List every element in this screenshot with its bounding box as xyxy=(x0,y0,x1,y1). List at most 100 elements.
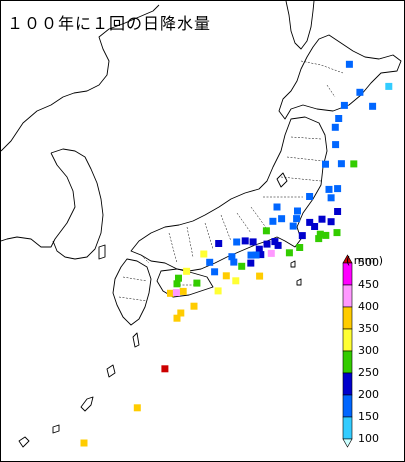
station-marker xyxy=(332,141,340,149)
station-marker xyxy=(172,289,180,297)
legend-tick-label: 350 xyxy=(358,322,379,335)
legend-color-cells xyxy=(342,262,353,440)
miyako-coast xyxy=(52,424,60,434)
map-title: １００年に１回の日降水量 xyxy=(7,14,212,33)
legend-cell xyxy=(342,284,353,308)
station-markers xyxy=(80,60,393,447)
station-marker xyxy=(190,302,198,310)
station-marker xyxy=(356,88,364,96)
station-marker xyxy=(274,241,282,249)
korea-coast xyxy=(50,148,104,260)
legend-tick-label: 300 xyxy=(358,344,379,357)
station-marker xyxy=(249,238,257,246)
station-marker xyxy=(173,314,181,322)
station-marker xyxy=(233,238,241,246)
station-marker xyxy=(278,215,286,223)
legend-tick-label: 100 xyxy=(358,432,379,445)
station-marker xyxy=(340,101,348,109)
station-marker xyxy=(333,229,341,237)
legend-cell xyxy=(342,328,353,352)
station-marker xyxy=(206,258,214,266)
tsushima-coast xyxy=(98,244,106,260)
legend-tick-label: 400 xyxy=(358,300,379,313)
continent-coast xyxy=(1,4,160,248)
legend-cell xyxy=(342,306,353,330)
station-marker xyxy=(161,365,169,373)
station-marker xyxy=(267,249,275,257)
station-marker xyxy=(306,218,314,226)
tanegashima-coast xyxy=(132,332,140,348)
legend-colorbar xyxy=(342,254,353,448)
station-marker xyxy=(269,217,277,225)
station-marker xyxy=(331,123,339,131)
station-marker xyxy=(316,230,324,238)
station-marker xyxy=(311,223,319,230)
station-marker xyxy=(271,238,279,246)
prefecture-boundaries xyxy=(118,60,344,302)
station-marker xyxy=(215,240,223,247)
station-marker xyxy=(241,237,249,245)
kyushu-coast xyxy=(112,258,152,326)
station-marker xyxy=(325,185,333,193)
station-marker xyxy=(327,194,335,202)
station-marker xyxy=(345,60,353,68)
station-marker xyxy=(133,404,141,412)
station-marker xyxy=(285,249,293,257)
legend-under-triangle xyxy=(342,438,353,448)
legend-cell xyxy=(342,372,353,396)
station-marker xyxy=(193,279,201,287)
station-marker xyxy=(173,280,181,288)
izu-islands-coast xyxy=(290,260,302,286)
station-marker xyxy=(211,268,219,276)
station-marker xyxy=(257,251,265,259)
station-marker xyxy=(179,287,187,295)
sakhalin-coast xyxy=(285,1,315,50)
station-marker xyxy=(263,240,271,248)
station-marker xyxy=(327,218,335,226)
station-marker xyxy=(296,244,304,251)
station-marker xyxy=(385,82,393,90)
station-marker xyxy=(177,309,185,317)
legend-cell xyxy=(342,350,353,374)
station-marker xyxy=(306,193,314,200)
station-marker xyxy=(183,267,191,275)
station-marker xyxy=(369,102,377,110)
station-marker xyxy=(232,277,240,285)
station-marker xyxy=(273,203,281,211)
station-marker xyxy=(230,258,238,266)
station-marker xyxy=(252,251,260,259)
station-marker xyxy=(247,251,255,259)
station-marker xyxy=(318,215,326,223)
station-marker xyxy=(334,208,342,215)
legend-tick-label: 250 xyxy=(358,366,379,379)
station-marker xyxy=(337,160,345,168)
coastlines xyxy=(1,1,402,448)
legend-cell xyxy=(342,394,353,418)
station-marker xyxy=(289,222,297,230)
station-marker xyxy=(200,250,208,258)
station-marker xyxy=(247,259,255,267)
station-marker xyxy=(298,232,306,240)
station-marker xyxy=(334,185,342,193)
hokkaido-coast xyxy=(278,34,402,120)
legend-tick-label: 450 xyxy=(358,278,379,291)
station-marker xyxy=(214,287,222,295)
station-marker xyxy=(350,160,358,168)
okinawa-coast xyxy=(80,396,94,412)
amami-coast xyxy=(106,364,116,378)
station-marker xyxy=(335,115,343,122)
station-marker xyxy=(228,253,236,261)
legend-tick-label: 150 xyxy=(358,410,379,423)
legend-tick-label: 200 xyxy=(358,388,379,401)
station-marker xyxy=(322,231,330,239)
station-marker xyxy=(222,272,230,280)
station-marker xyxy=(238,262,246,270)
station-marker xyxy=(255,245,263,253)
station-marker xyxy=(80,439,88,447)
station-marker xyxy=(315,235,323,243)
sado-coast xyxy=(276,172,288,188)
legend-unit: ( mm ) xyxy=(346,254,384,267)
station-marker xyxy=(262,227,270,235)
station-marker xyxy=(294,207,301,215)
